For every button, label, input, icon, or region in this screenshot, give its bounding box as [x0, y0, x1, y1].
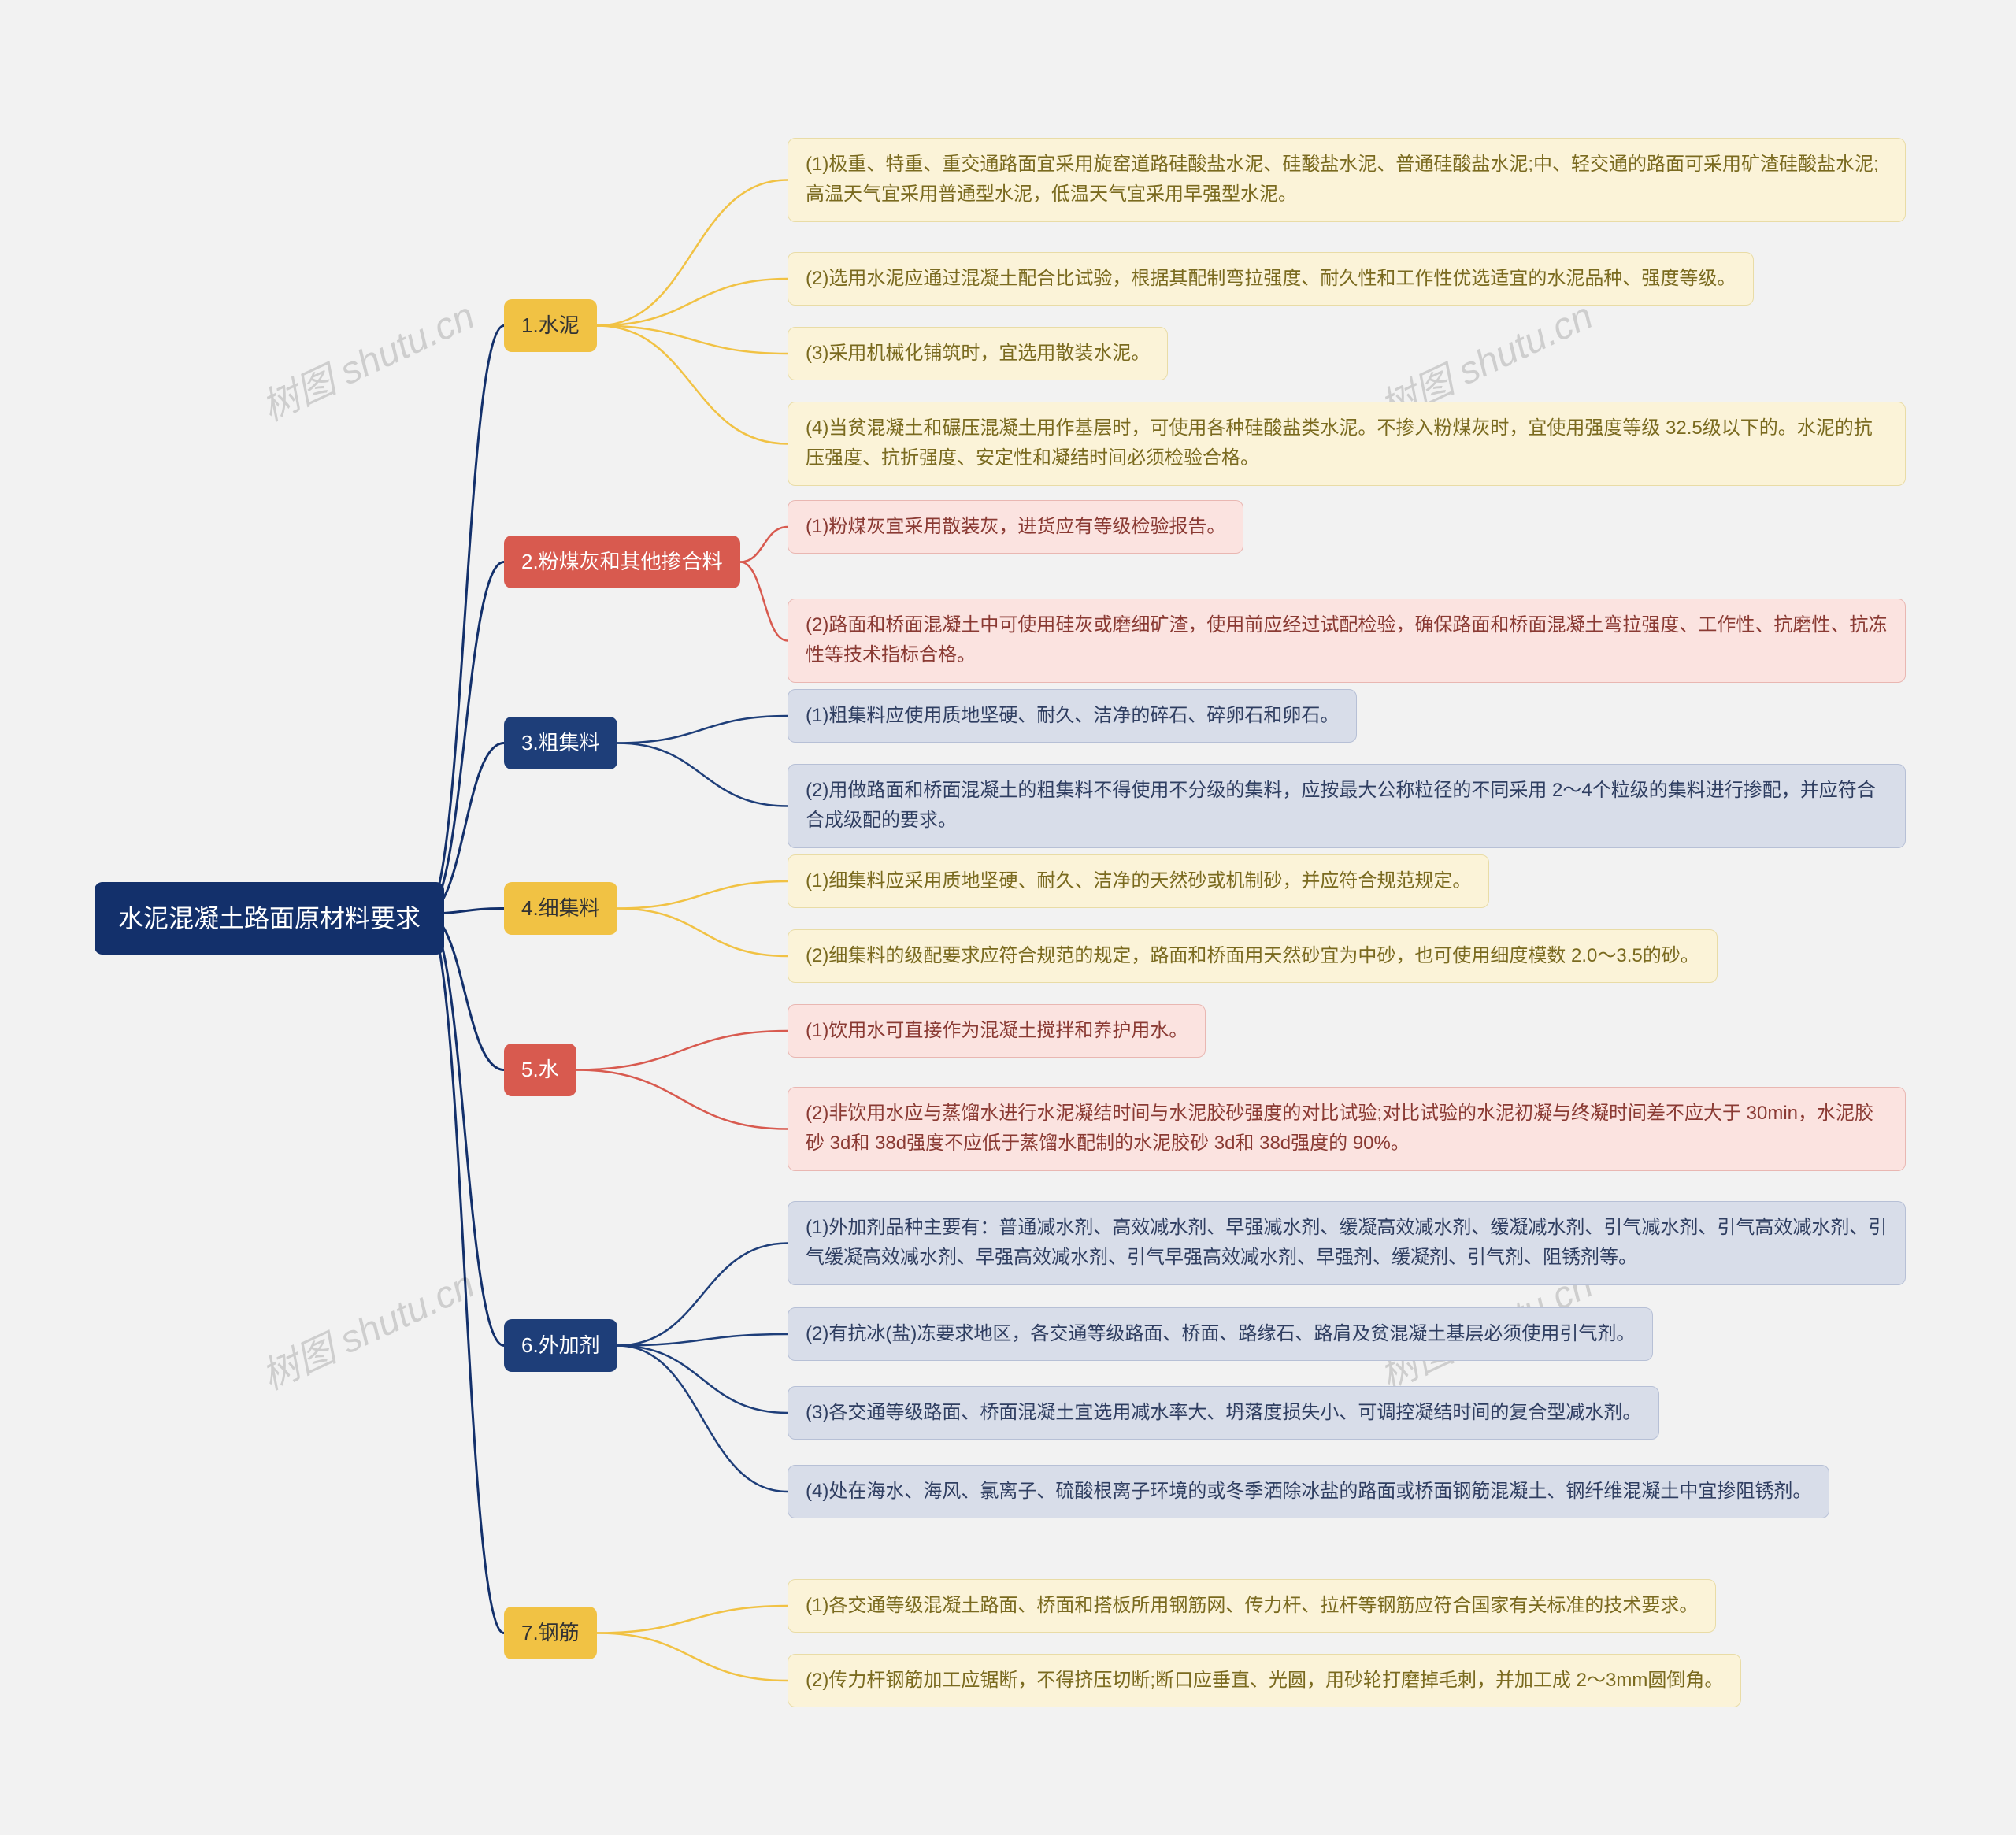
category-node: 1.水泥 [504, 299, 597, 352]
leaf-node: (1)饮用水可直接作为混凝土搅拌和养护用水。 [788, 1004, 1206, 1058]
watermark: 树图 shutu.cn [251, 1254, 482, 1400]
leaf-node: (2)传力杆钢筋加工应锯断，不得挤压切断;断口应垂直、光圆，用砂轮打磨掉毛刺，并… [788, 1654, 1741, 1707]
leaf-node: (2)非饮用水应与蒸馏水进行水泥凝结时间与水泥胶砂强度的对比试验;对比试验的水泥… [788, 1087, 1906, 1171]
root-node: 水泥混凝土路面原材料要求 [94, 882, 444, 955]
category-node: 2.粉煤灰和其他掺合料 [504, 536, 740, 588]
leaf-node: (2)选用水泥应通过混凝土配合比试验，根据其配制弯拉强度、耐久性和工作性优选适宜… [788, 252, 1754, 306]
leaf-node: (2)有抗冰(盐)冻要求地区，各交通等级路面、桥面、路缘石、路肩及贫混凝土基层必… [788, 1307, 1653, 1361]
leaf-node: (2)细集料的级配要求应符合规范的规定，路面和桥面用天然砂宜为中砂，也可使用细度… [788, 929, 1718, 983]
leaf-node: (3)采用机械化铺筑时，宜选用散装水泥。 [788, 327, 1168, 380]
leaf-node: (2)路面和桥面混凝土中可使用硅灰或磨细矿渣，使用前应经过试配检验，确保路面和桥… [788, 599, 1906, 683]
category-node: 7.钢筋 [504, 1607, 597, 1659]
leaf-node: (1)各交通等级混凝土路面、桥面和搭板所用钢筋网、传力杆、拉杆等钢筋应符合国家有… [788, 1579, 1716, 1633]
leaf-node: (3)各交通等级路面、桥面混凝土宜选用减水率大、坍落度损失小、可调控凝结时间的复… [788, 1386, 1659, 1440]
leaf-node: (1)粗集料应使用质地坚硬、耐久、洁净的碎石、碎卵石和卵石。 [788, 689, 1357, 743]
leaf-node: (2)用做路面和桥面混凝土的粗集料不得使用不分级的集料，应按最大公称粒径的不同采… [788, 764, 1906, 848]
leaf-node: (1)外加剂品种主要有：普通减水剂、高效减水剂、早强减水剂、缓凝高效减水剂、缓凝… [788, 1201, 1906, 1285]
leaf-node: (4)处在海水、海风、氯离子、硫酸根离子环境的或冬季洒除冰盐的路面或桥面钢筋混凝… [788, 1465, 1829, 1518]
leaf-node: (1)粉煤灰宜采用散装灰，进货应有等级检验报告。 [788, 500, 1243, 554]
category-node: 3.粗集料 [504, 717, 617, 769]
category-node: 6.外加剂 [504, 1319, 617, 1372]
leaf-node: (4)当贫混凝土和碾压混凝土用作基层时，可使用各种硅酸盐类水泥。不掺入粉煤灰时，… [788, 402, 1906, 486]
leaf-node: (1)细集料应采用质地坚硬、耐久、洁净的天然砂或机制砂，并应符合规范规定。 [788, 854, 1489, 908]
watermark: 树图 shutu.cn [251, 285, 482, 432]
leaf-node: (1)极重、特重、重交通路面宜采用旋窑道路硅酸盐水泥、硅酸盐水泥、普通硅酸盐水泥… [788, 138, 1906, 222]
category-node: 5.水 [504, 1044, 576, 1096]
category-node: 4.细集料 [504, 882, 617, 935]
